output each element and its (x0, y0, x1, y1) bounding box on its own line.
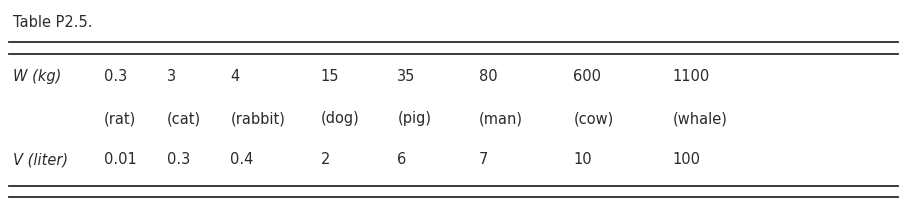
Text: 6: 6 (397, 152, 406, 167)
Text: (whale): (whale) (672, 111, 727, 126)
Text: (cow): (cow) (573, 111, 613, 126)
Text: 0.4: 0.4 (230, 152, 253, 167)
Text: V (liter): V (liter) (13, 152, 68, 167)
Text: W (kg): W (kg) (13, 69, 61, 84)
Text: 100: 100 (672, 152, 700, 167)
Text: 10: 10 (573, 152, 592, 167)
Text: 600: 600 (573, 69, 601, 84)
Text: 0.3: 0.3 (167, 152, 190, 167)
Text: (man): (man) (478, 111, 522, 126)
Text: 0.3: 0.3 (104, 69, 127, 84)
Text: 15: 15 (320, 69, 338, 84)
Text: 3: 3 (167, 69, 176, 84)
Text: 4: 4 (230, 69, 239, 84)
Text: 0.01: 0.01 (104, 152, 136, 167)
Text: (dog): (dog) (320, 111, 359, 126)
Text: Table P2.5.: Table P2.5. (13, 15, 92, 30)
Text: (pig): (pig) (397, 111, 431, 126)
Text: (cat): (cat) (167, 111, 201, 126)
Text: 7: 7 (478, 152, 487, 167)
Text: 1100: 1100 (672, 69, 709, 84)
Text: (rat): (rat) (104, 111, 136, 126)
Text: 2: 2 (320, 152, 329, 167)
Text: 35: 35 (397, 69, 415, 84)
Text: 80: 80 (478, 69, 497, 84)
Text: (rabbit): (rabbit) (230, 111, 285, 126)
